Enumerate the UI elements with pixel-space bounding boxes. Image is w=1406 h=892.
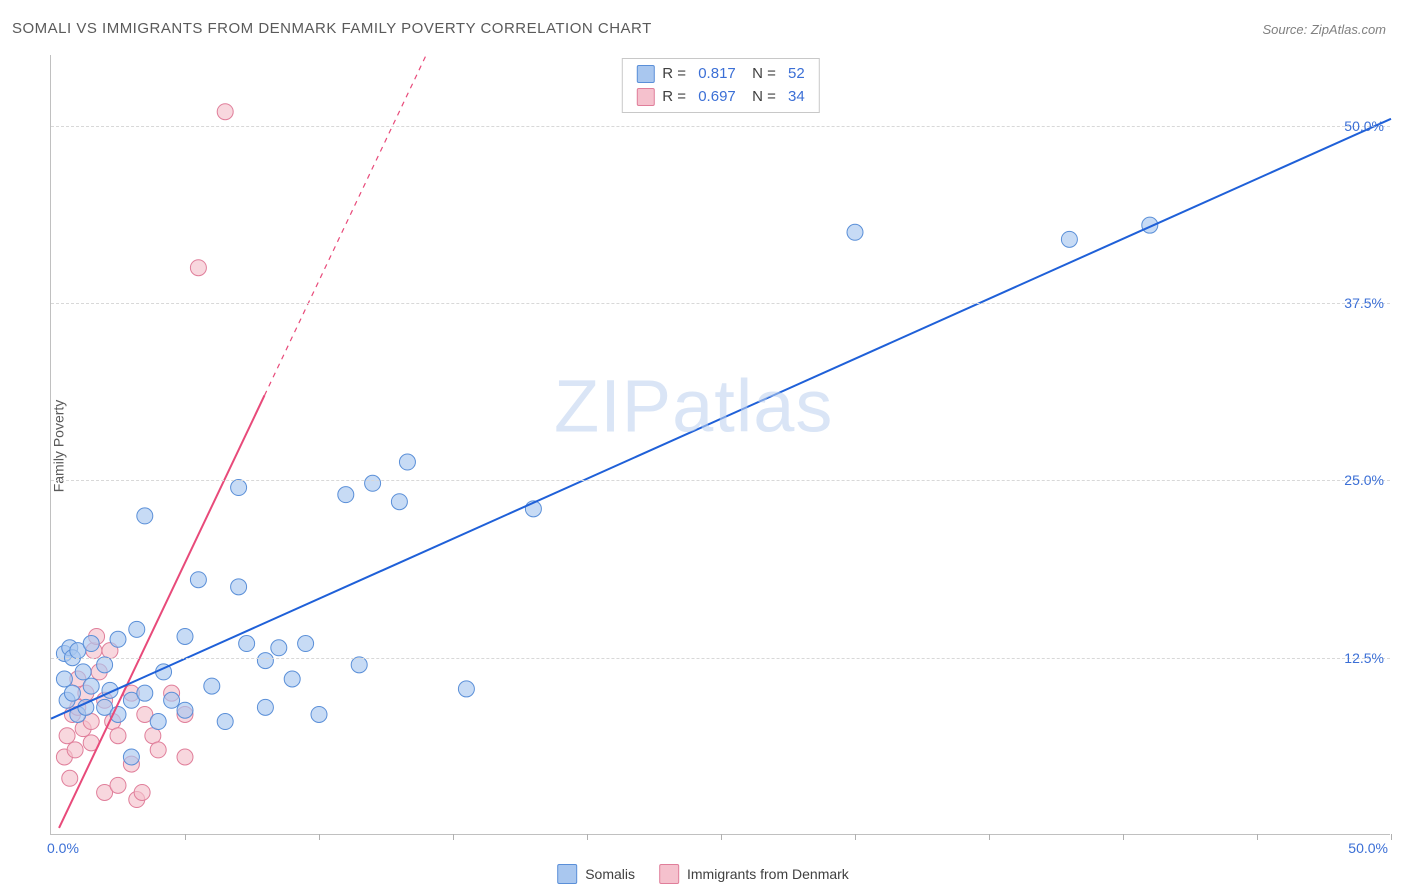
data-point <box>177 702 193 718</box>
legend-correlation: R = 0.817 N = 52R = 0.697 N = 34 <box>621 58 819 113</box>
data-point <box>123 749 139 765</box>
x-tick <box>1123 834 1124 840</box>
data-point <box>1061 231 1077 247</box>
data-point <box>110 728 126 744</box>
x-tick <box>855 834 856 840</box>
legend-r-label: R = <box>662 86 690 109</box>
legend-swatch <box>557 864 577 884</box>
data-point <box>311 706 327 722</box>
data-point <box>137 508 153 524</box>
y-tick-label: 50.0% <box>1344 118 1384 134</box>
x-tick-label-min: 0.0% <box>47 840 79 856</box>
data-point <box>110 777 126 793</box>
data-point <box>177 628 193 644</box>
legend-swatch <box>659 864 679 884</box>
source-label: Source: ZipAtlas.com <box>1262 22 1386 37</box>
legend-series: Somalis Immigrants from Denmark <box>557 864 849 884</box>
trendline-dashed <box>265 55 427 395</box>
x-tick <box>185 834 186 840</box>
x-tick <box>453 834 454 840</box>
data-point <box>231 480 247 496</box>
data-point <box>110 631 126 647</box>
chart-container: SOMALI VS IMMIGRANTS FROM DENMARK FAMILY… <box>0 0 1406 892</box>
legend-row: R = 0.817 N = 52 <box>636 63 804 86</box>
data-point <box>391 494 407 510</box>
data-point <box>298 636 314 652</box>
trendline <box>51 119 1391 719</box>
data-point <box>338 487 354 503</box>
legend-label: Somalis <box>585 866 635 882</box>
data-point <box>257 653 273 669</box>
data-point <box>150 742 166 758</box>
data-point <box>145 728 161 744</box>
data-point <box>231 579 247 595</box>
legend-r-value: 0.817 <box>698 63 736 86</box>
x-tick <box>721 834 722 840</box>
plot-area: ZIPatlas R = 0.817 N = 52R = 0.697 N = 3… <box>50 55 1390 835</box>
x-tick <box>1391 834 1392 840</box>
data-point <box>97 657 113 673</box>
y-tick-label: 25.0% <box>1344 472 1384 488</box>
data-point <box>399 454 415 470</box>
legend-item: Immigrants from Denmark <box>659 864 849 884</box>
legend-r-value: 0.697 <box>698 86 736 109</box>
data-point <box>271 640 287 656</box>
data-point <box>56 671 72 687</box>
data-point <box>83 678 99 694</box>
legend-n-value: 34 <box>788 86 805 109</box>
data-point <box>217 104 233 120</box>
data-point <box>78 699 94 715</box>
data-point <box>177 749 193 765</box>
gridline <box>51 303 1390 304</box>
data-point <box>64 685 80 701</box>
data-point <box>137 685 153 701</box>
data-point <box>351 657 367 673</box>
gridline <box>51 480 1390 481</box>
data-point <box>204 678 220 694</box>
legend-r-label: R = <box>662 63 690 86</box>
data-point <box>134 784 150 800</box>
x-tick <box>319 834 320 840</box>
legend-swatch <box>636 88 654 106</box>
data-point <box>847 224 863 240</box>
data-point <box>75 664 91 680</box>
data-point <box>62 770 78 786</box>
legend-item: Somalis <box>557 864 635 884</box>
y-tick-label: 12.5% <box>1344 650 1384 666</box>
legend-n-value: 52 <box>788 63 805 86</box>
data-point <box>67 742 83 758</box>
gridline <box>51 126 1390 127</box>
legend-row: R = 0.697 N = 34 <box>636 86 804 109</box>
data-point <box>83 636 99 652</box>
data-point <box>164 692 180 708</box>
data-point <box>239 636 255 652</box>
data-point <box>59 728 75 744</box>
data-point <box>190 572 206 588</box>
x-tick <box>1257 834 1258 840</box>
chart-svg <box>51 55 1390 834</box>
x-tick-label-max: 50.0% <box>1348 840 1388 856</box>
legend-label: Immigrants from Denmark <box>687 866 849 882</box>
gridline <box>51 658 1390 659</box>
data-point <box>129 621 145 637</box>
legend-swatch <box>636 65 654 83</box>
legend-n-label: N = <box>744 63 780 86</box>
chart-title: SOMALI VS IMMIGRANTS FROM DENMARK FAMILY… <box>12 20 652 37</box>
y-tick-label: 37.5% <box>1344 295 1384 311</box>
legend-n-label: N = <box>744 86 780 109</box>
data-point <box>217 714 233 730</box>
x-tick <box>989 834 990 840</box>
data-point <box>257 699 273 715</box>
data-point <box>150 714 166 730</box>
data-point <box>365 475 381 491</box>
data-point <box>284 671 300 687</box>
trendline <box>59 395 264 828</box>
x-tick <box>587 834 588 840</box>
data-point <box>190 260 206 276</box>
data-point <box>458 681 474 697</box>
